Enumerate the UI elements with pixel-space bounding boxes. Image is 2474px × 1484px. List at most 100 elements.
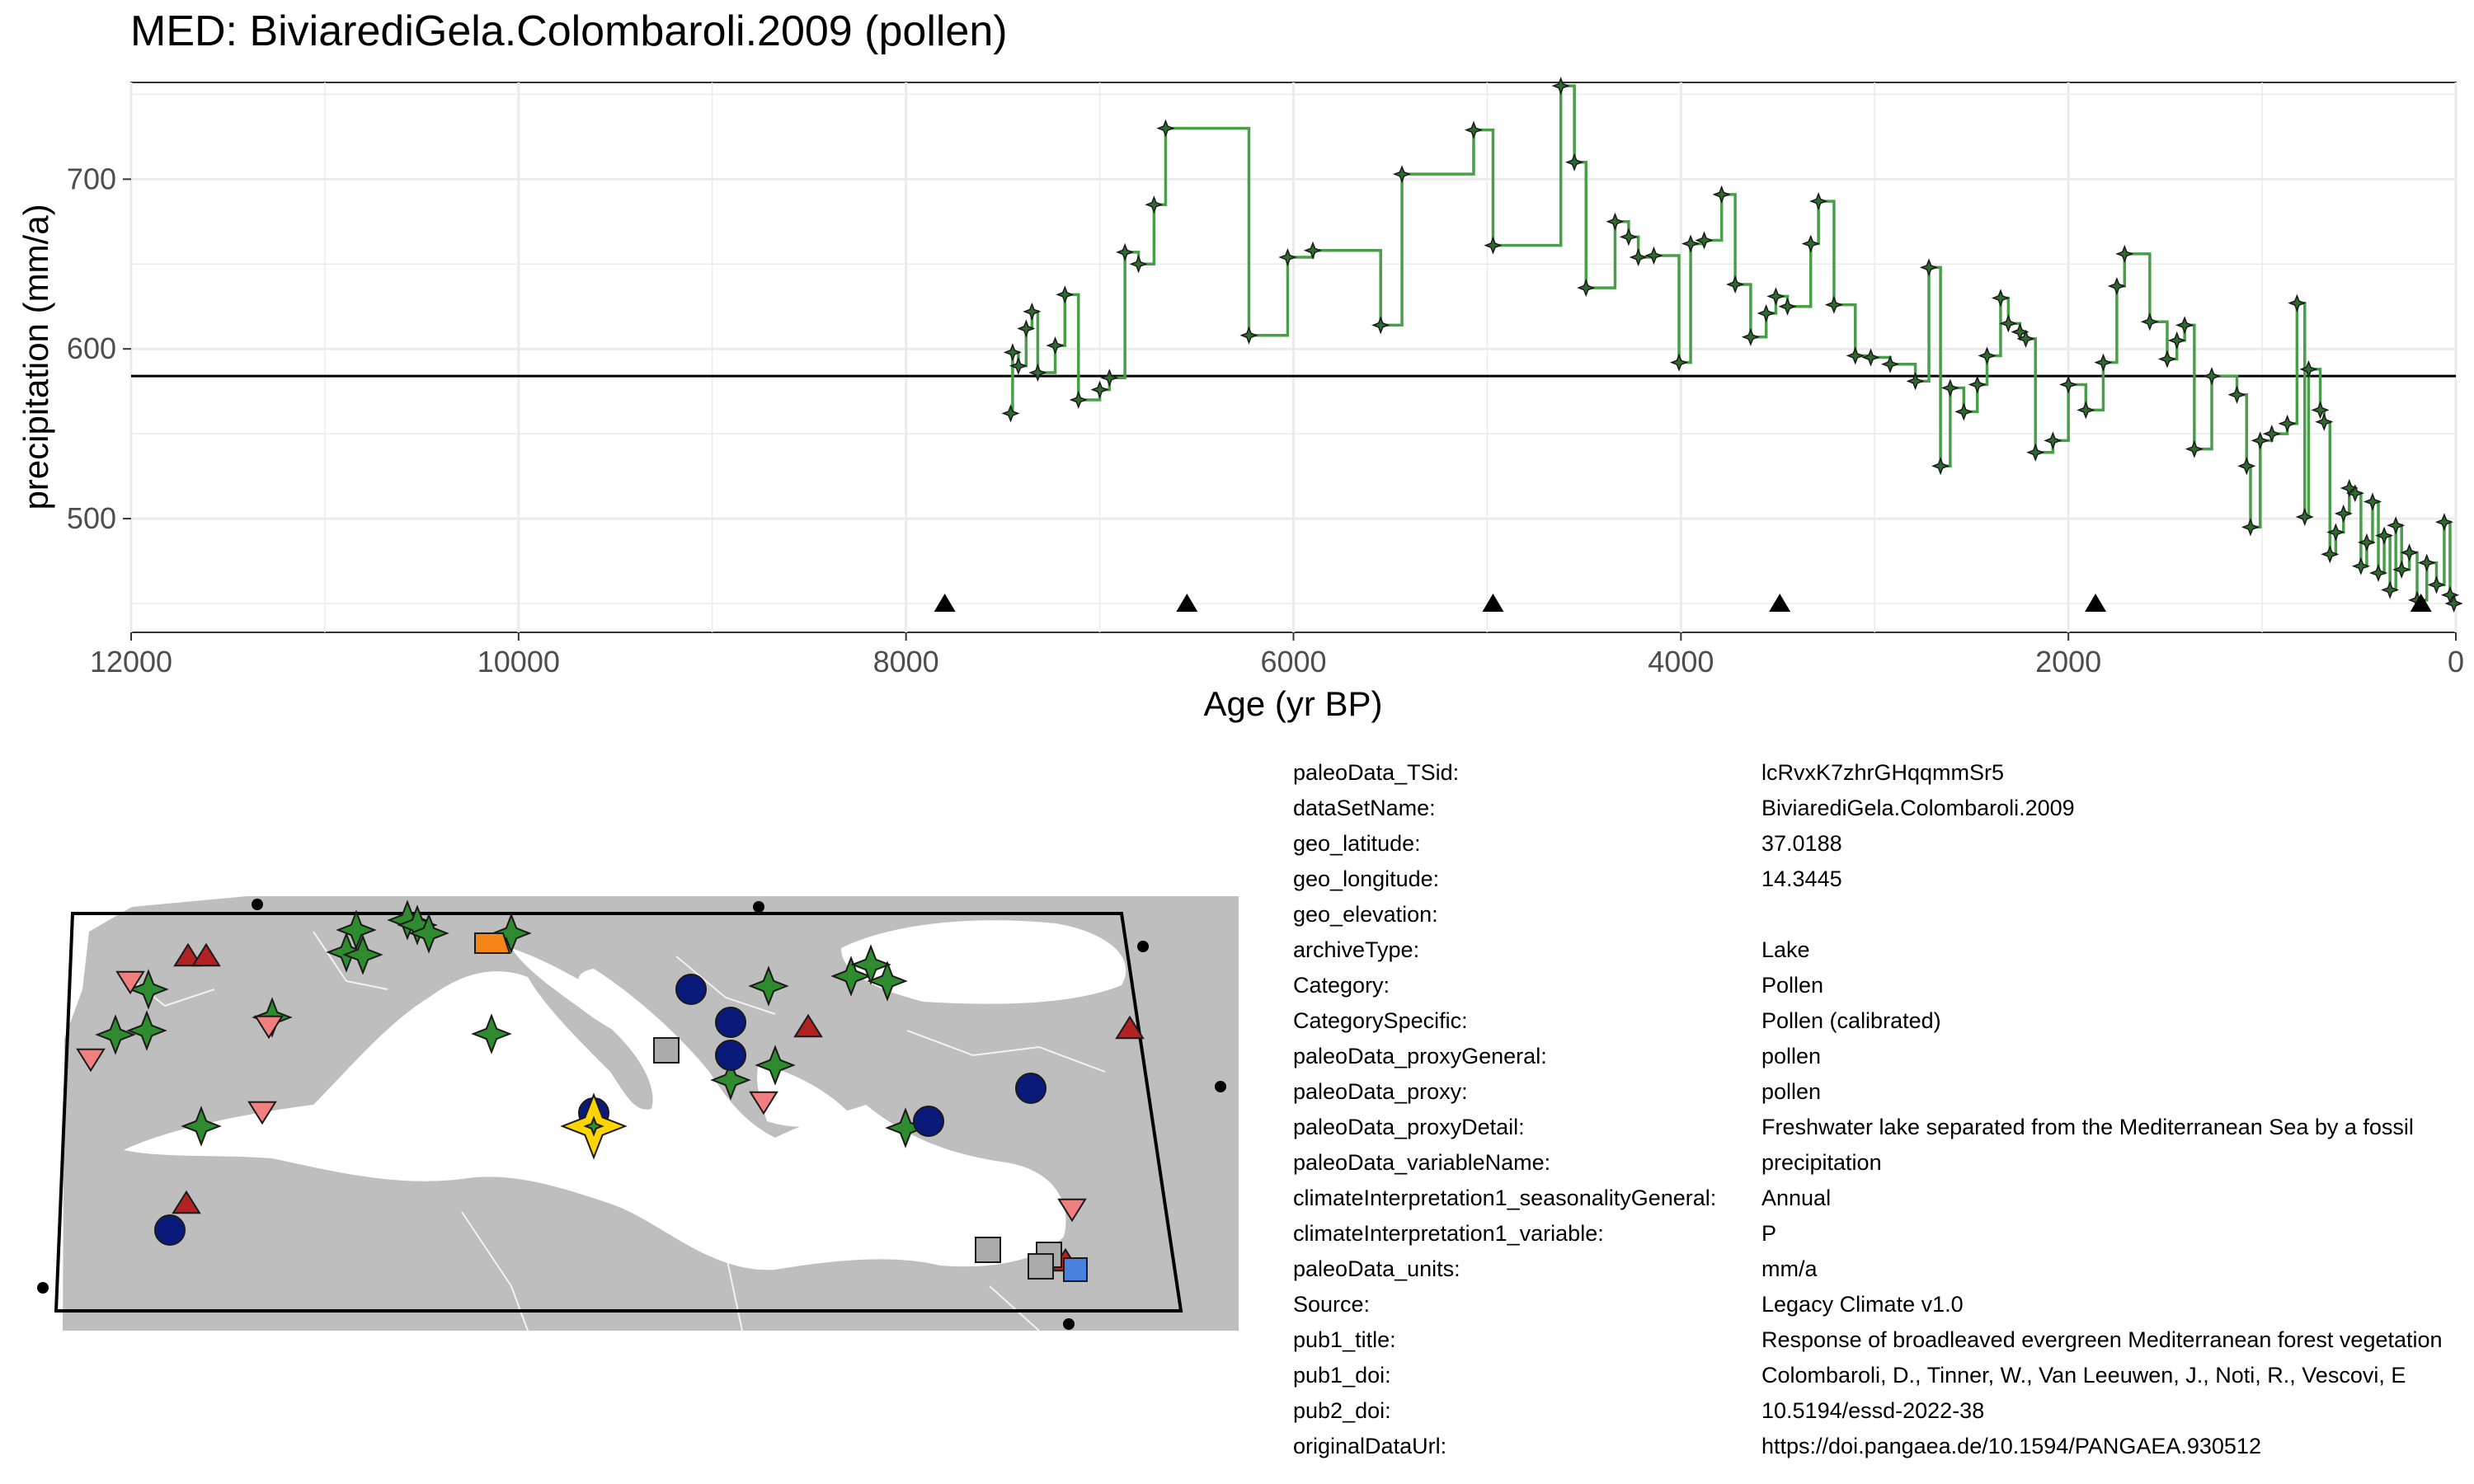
metadata-row: geo_elevation: [1293, 902, 2474, 937]
metadata-key: CategorySpecific: [1293, 1008, 1468, 1033]
metadata-row: paleoData_variableName: precipitation [1293, 1150, 2474, 1186]
data-point [1046, 336, 1065, 355]
y-axis-ticks: 500 600 700 [67, 162, 131, 535]
data-point [2237, 457, 2256, 476]
data-point [2444, 594, 2463, 613]
pollen-site-icon [126, 1010, 167, 1051]
metadata-value: pollen [1761, 1079, 1822, 1104]
data-point [1239, 326, 1258, 345]
site-triangle-icon [191, 942, 221, 967]
data-point [1145, 195, 1164, 214]
country-borders [123, 931, 1106, 1331]
metadata-key: dataSetName: [1293, 796, 1436, 820]
data-point [1999, 314, 2018, 333]
metadata-row: pub1_doi: Colombaroli, D., Tinner, W., Va… [1293, 1363, 2474, 1398]
site-triangle-icon [1115, 1015, 1145, 1040]
data-point [1801, 234, 1820, 253]
metadata-value: 10.5194/essd-2022-38 [1761, 1398, 1985, 1423]
metadata-value: Pollen [1761, 973, 1824, 998]
metadata-key: climateInterpretation1_variable: [1293, 1221, 1604, 1246]
metadata-key: climateInterpretation1_seasonalityGenera… [1293, 1186, 1717, 1210]
data-point [1695, 231, 1714, 250]
metadata-row: climateInterpretation1_variable: P [1293, 1221, 2474, 1256]
graticule-dot [1215, 1081, 1226, 1092]
data-point [2167, 331, 2186, 350]
site-square-icon [975, 1237, 1001, 1263]
pollen-site-icon [471, 1013, 512, 1054]
site-circle-icon [1015, 1073, 1047, 1104]
x-axis-ticks: 12000 10000 8000 6000 4000 2000 0 [90, 632, 2464, 679]
pollen-site-icon [408, 913, 449, 954]
pollen-site-icon [867, 960, 908, 1002]
metadata-key: originalDataUrl: [1293, 1434, 1447, 1458]
metadata-key: paleoData_units: [1293, 1256, 1460, 1281]
data-point [1931, 457, 1950, 476]
pollen-site-icon [491, 913, 532, 954]
pollen-site-icon [326, 932, 367, 973]
chart-title: MED: BiviarediGela.Colombaroli.2009 (pol… [130, 7, 1008, 55]
data-point [2381, 580, 2400, 599]
metadata-value: BiviarediGela.Colombaroli.2009 [1761, 796, 2075, 820]
data-point [1577, 279, 1596, 298]
data-point [2107, 276, 2126, 296]
site-triangle-icon [793, 1013, 823, 1038]
data-point [1809, 192, 1828, 211]
x-tick-label: 6000 [1260, 645, 1326, 679]
data-point [1606, 212, 1625, 231]
data-points [1001, 77, 2463, 613]
site-down-triangle-icon [115, 970, 145, 995]
metadata-key: paleoData_proxyGeneral: [1293, 1044, 1547, 1068]
data-point [2363, 492, 2382, 511]
metadata-key: geo_latitude: [1293, 831, 1421, 856]
site-orange-square-icon [474, 932, 511, 954]
data-point [2094, 353, 2113, 372]
data-point [1129, 255, 1148, 274]
data-point [1766, 287, 1785, 306]
site-down-triangle-icon [76, 1048, 106, 1073]
data-point [2326, 523, 2345, 542]
data-point [2427, 575, 2446, 594]
data-point [2387, 516, 2406, 535]
site-circle-icon [715, 1007, 746, 1038]
metadata-table: paleoData_TSid: lcRvxK7zhrGHqqmmSr5 dataSe… [1293, 760, 2474, 1477]
metadata-value: Response of broadleaved evergreen Medite… [1761, 1327, 2443, 1352]
graticule-dot [252, 899, 263, 910]
data-point [1880, 355, 1900, 373]
site-symbols [76, 899, 1145, 1282]
data-point [1681, 234, 1700, 253]
data-point [1028, 363, 1047, 383]
metadata-value: P [1761, 1221, 1777, 1246]
data-point [1056, 285, 1075, 304]
black-sea [841, 920, 1126, 1004]
data-point [1001, 404, 1020, 423]
metadata-row: paleoData_proxy: pollen [1293, 1079, 2474, 1115]
border-line [675, 956, 776, 1015]
x-axis-title: Age (yr BP) [1203, 684, 1382, 723]
data-point [1712, 185, 1731, 204]
age-marker [934, 594, 956, 612]
data-point [1090, 380, 1109, 399]
x-tick-label: 2000 [2035, 645, 2101, 679]
metadata-key: paleoData_variableName: [1293, 1150, 1551, 1175]
x-tick-label: 8000 [873, 645, 939, 679]
site-down-triangle-icon [749, 1091, 778, 1115]
data-point [1023, 302, 1042, 322]
site-down-triangle-icon [254, 1015, 284, 1040]
data-point [2175, 316, 2194, 335]
data-point [1100, 369, 1119, 387]
data-point [1846, 346, 1865, 365]
metadata-value: Legacy Climate v1.0 [1761, 1292, 1964, 1317]
metadata-row: geo_longitude: 14.3445 [1293, 866, 2474, 902]
metadata-row: Category: Pollen [1293, 973, 2474, 1008]
map-frame [54, 912, 1183, 1313]
data-point [1644, 246, 1663, 265]
metadata-value: Annual [1761, 1186, 1832, 1210]
corner-dots [37, 899, 1226, 1330]
data-point [2202, 367, 2222, 386]
metadata-row: paleoData_units: mm/a [1293, 1256, 2474, 1292]
metadata-key: pub2_doi: [1293, 1398, 1391, 1423]
data-point [1003, 343, 1022, 362]
metadata-key: paleoData_TSid: [1293, 760, 1460, 785]
data-point [1968, 375, 1987, 394]
metadata-row: CategorySpecific: Pollen (calibrated) [1293, 1008, 2474, 1044]
